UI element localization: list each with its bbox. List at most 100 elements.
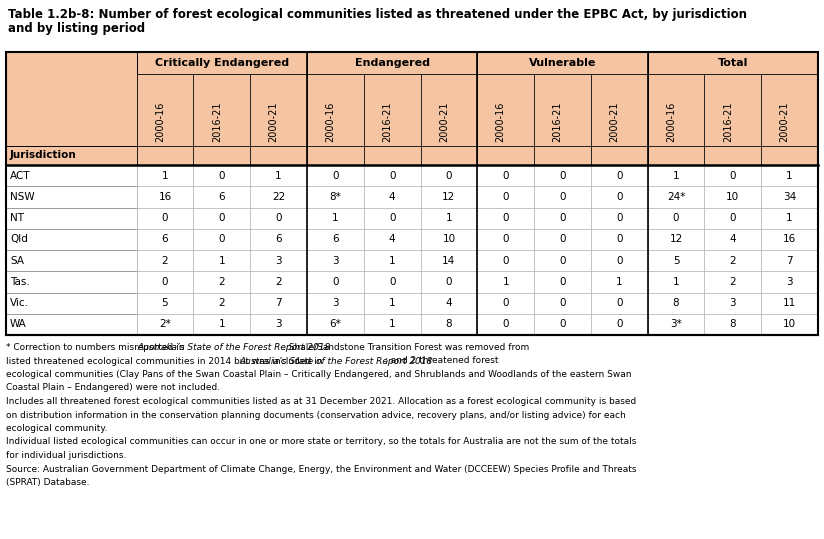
Bar: [591, 314, 648, 335]
Bar: [250, 250, 307, 271]
Bar: [6, 314, 137, 335]
Text: 0: 0: [162, 213, 168, 223]
Text: ecological communities (Clay Pans of the Swan Coastal Plain – Critically Endange: ecological communities (Clay Pans of the…: [6, 370, 631, 379]
Text: 0: 0: [559, 213, 566, 223]
Bar: [420, 146, 477, 165]
Text: 2016-21: 2016-21: [723, 101, 733, 142]
Bar: [591, 271, 648, 293]
Bar: [534, 293, 591, 314]
Bar: [420, 293, 477, 314]
Bar: [6, 52, 137, 165]
Text: 4: 4: [389, 192, 396, 202]
Bar: [194, 250, 250, 271]
Bar: [534, 186, 591, 208]
Text: 3: 3: [275, 255, 282, 266]
Text: 0: 0: [616, 320, 622, 329]
Bar: [363, 208, 420, 229]
Text: and by listing period: and by listing period: [8, 22, 145, 35]
Bar: [420, 165, 477, 186]
Text: 6: 6: [332, 234, 339, 244]
Text: 2: 2: [729, 277, 736, 287]
Bar: [761, 314, 818, 335]
Bar: [363, 293, 420, 314]
Text: 3: 3: [729, 298, 736, 308]
Text: 1: 1: [162, 171, 168, 181]
Text: 6: 6: [162, 234, 168, 244]
Text: 0: 0: [616, 192, 622, 202]
Text: Vic.: Vic.: [10, 298, 29, 308]
Text: Table 1.2b-8: Number of forest ecological communities listed as threatened under: Table 1.2b-8: Number of forest ecologica…: [8, 8, 747, 21]
Text: 2: 2: [218, 298, 225, 308]
Text: Jurisdiction: Jurisdiction: [10, 150, 77, 161]
Bar: [250, 293, 307, 314]
Text: 5: 5: [162, 298, 168, 308]
Text: 1: 1: [672, 171, 679, 181]
Text: 0: 0: [559, 192, 566, 202]
Text: 2000-16: 2000-16: [155, 102, 165, 142]
Bar: [137, 293, 194, 314]
Bar: [591, 293, 648, 314]
Text: 3: 3: [786, 277, 793, 287]
Text: 0: 0: [275, 213, 282, 223]
Bar: [591, 229, 648, 250]
Text: 0: 0: [332, 171, 339, 181]
Bar: [420, 74, 477, 146]
Text: 0: 0: [446, 171, 452, 181]
Text: 4: 4: [389, 234, 396, 244]
Bar: [648, 314, 705, 335]
Text: 0: 0: [503, 234, 509, 244]
Text: 6: 6: [218, 192, 225, 202]
Bar: [648, 229, 705, 250]
Text: Critically Endangered: Critically Endangered: [155, 58, 289, 68]
Bar: [761, 208, 818, 229]
Text: 0: 0: [729, 171, 736, 181]
Bar: [250, 229, 307, 250]
Text: NT: NT: [10, 213, 24, 223]
Text: ; and 2 threatened forest: ; and 2 threatened forest: [385, 356, 498, 365]
Text: 2: 2: [162, 255, 168, 266]
Text: 6*: 6*: [330, 320, 341, 329]
Text: 6: 6: [275, 234, 282, 244]
Text: 10: 10: [442, 234, 456, 244]
Bar: [705, 208, 761, 229]
Bar: [477, 146, 534, 165]
Bar: [761, 250, 818, 271]
Bar: [6, 186, 137, 208]
Bar: [363, 165, 420, 186]
Text: 2016-21: 2016-21: [382, 101, 392, 142]
Text: 0: 0: [559, 277, 566, 287]
Text: 4: 4: [446, 298, 452, 308]
Text: 3: 3: [332, 255, 339, 266]
Text: 0: 0: [503, 213, 509, 223]
Text: 22: 22: [272, 192, 285, 202]
Bar: [194, 146, 250, 165]
Bar: [591, 208, 648, 229]
Bar: [705, 74, 761, 146]
Bar: [648, 52, 818, 74]
Bar: [194, 74, 250, 146]
Bar: [591, 186, 648, 208]
Bar: [363, 186, 420, 208]
Bar: [137, 74, 194, 146]
Text: 3: 3: [332, 298, 339, 308]
Bar: [307, 146, 363, 165]
Text: 1: 1: [389, 255, 396, 266]
Text: 1: 1: [786, 171, 793, 181]
Text: Individual listed ecological communities can occur in one or more state or terri: Individual listed ecological communities…: [6, 438, 636, 446]
Text: 10: 10: [783, 320, 796, 329]
Text: (SPRAT) Database.: (SPRAT) Database.: [6, 478, 90, 487]
Text: 1: 1: [503, 277, 509, 287]
Text: Coastal Plain – Endangered) were not included.: Coastal Plain – Endangered) were not inc…: [6, 384, 220, 392]
Text: 16: 16: [783, 234, 796, 244]
Bar: [648, 74, 705, 146]
Bar: [761, 165, 818, 186]
Text: Includes all threatened forest ecological communities listed as at 31 December 2: Includes all threatened forest ecologica…: [6, 397, 636, 406]
Bar: [363, 314, 420, 335]
Bar: [761, 74, 818, 146]
Text: Endangered: Endangered: [354, 58, 429, 68]
Text: 0: 0: [559, 234, 566, 244]
Bar: [137, 165, 194, 186]
Bar: [194, 165, 250, 186]
Text: 2000-21: 2000-21: [269, 101, 279, 142]
Bar: [477, 52, 648, 74]
